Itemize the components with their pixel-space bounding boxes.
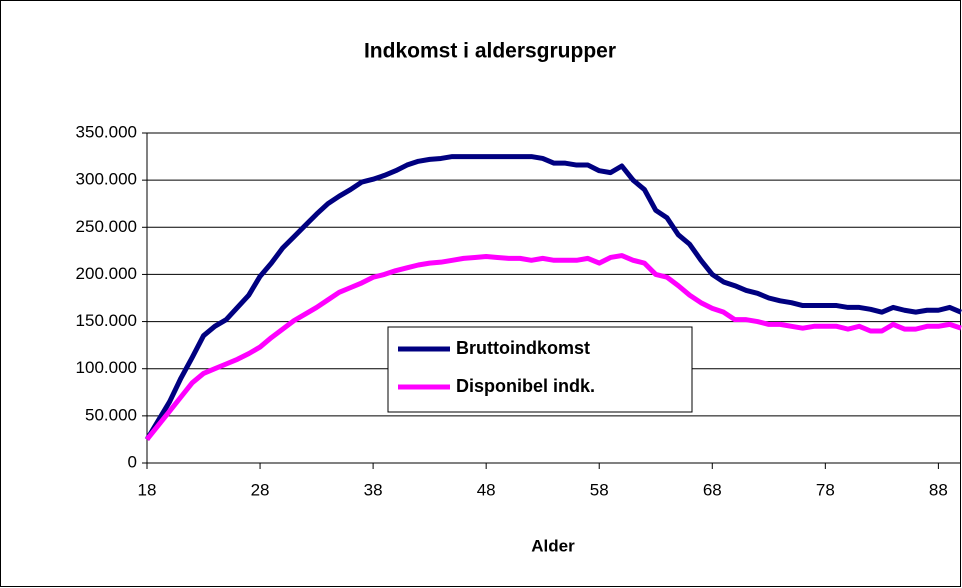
- x-tick-label: 88: [929, 480, 948, 499]
- chart-title: Indkomst i aldersgrupper: [364, 40, 616, 63]
- y-tick-label: 0: [128, 452, 137, 471]
- y-tick-label: 150.000: [76, 311, 137, 330]
- y-tick-label: 350.000: [76, 122, 137, 141]
- y-tick-label: 250.000: [76, 217, 137, 236]
- x-tick-label: 28: [251, 480, 270, 499]
- line-series: [144, 154, 962, 441]
- y-tick-label: 200.000: [76, 264, 137, 283]
- legend-label: Disponibel indk.: [456, 376, 595, 396]
- y-tick-label: 100.000: [76, 358, 137, 377]
- legend-box: [387, 326, 693, 413]
- x-tick-label: 78: [816, 480, 835, 499]
- x-tick-label: 68: [703, 480, 722, 499]
- x-axis-title: Alder: [531, 536, 575, 555]
- x-tick-label: 38: [364, 480, 383, 499]
- x-tick-label: 48: [477, 480, 496, 499]
- legend-label: Bruttoindkomst: [456, 338, 590, 358]
- y-tick-label: 50.000: [85, 405, 137, 424]
- x-tick-label: 58: [590, 480, 609, 499]
- line-series: [145, 253, 962, 441]
- y-tick-label: 300.000: [76, 170, 137, 189]
- x-tick-label: 18: [138, 480, 157, 499]
